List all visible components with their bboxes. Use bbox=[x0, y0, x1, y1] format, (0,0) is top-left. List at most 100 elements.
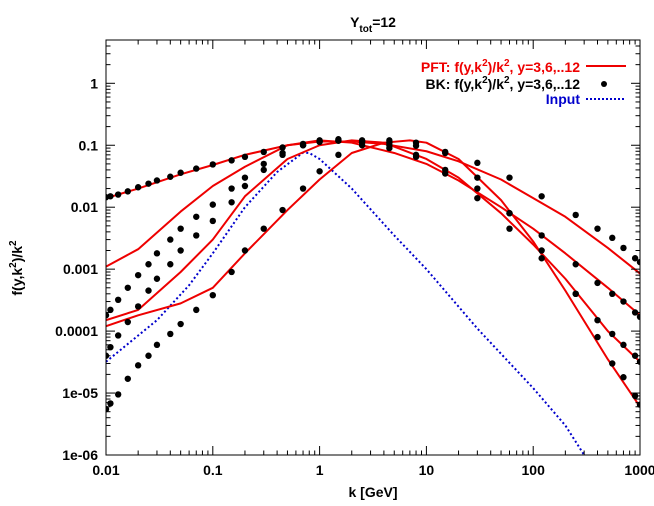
data-point bbox=[106, 312, 110, 319]
data-point bbox=[209, 291, 216, 299]
series-bk-y-12 bbox=[106, 137, 640, 266]
y-axis-title: f(y,k2)/k2 bbox=[8, 240, 25, 296]
data-point bbox=[636, 258, 640, 266]
data-point bbox=[124, 284, 132, 291]
data-point bbox=[335, 137, 342, 144]
data-point bbox=[114, 332, 122, 339]
data-point bbox=[228, 199, 235, 206]
data-point bbox=[572, 211, 579, 219]
data-point bbox=[299, 140, 307, 148]
x-axis-title: k [GeV] bbox=[348, 484, 397, 500]
data-point bbox=[193, 165, 200, 172]
data-point bbox=[153, 250, 161, 257]
data-point bbox=[107, 193, 114, 200]
data-point bbox=[134, 184, 142, 191]
axes-layer: 0.01 0.1 1 10 100 1000 1e-06 1e-05 0.0001 0.001 0.… bbox=[55, 39, 654, 478]
legend-label-bk: BK: f(y,k2)/k2, y=3,6,..12 bbox=[426, 75, 581, 92]
data-point bbox=[474, 159, 481, 167]
x-tick-label: 100 bbox=[522, 462, 546, 478]
y-tick-label: 1e-05 bbox=[62, 385, 98, 401]
data-point bbox=[209, 201, 216, 208]
data-point bbox=[279, 206, 286, 214]
data-point bbox=[316, 138, 323, 146]
data-point bbox=[209, 161, 216, 168]
x-tick-label: 0.01 bbox=[92, 462, 119, 478]
legend-label-pft: PFT: f(y,k2)/k2, y=3,6,..12 bbox=[421, 58, 580, 75]
data-point bbox=[107, 343, 114, 351]
data-point bbox=[124, 188, 132, 195]
data-point bbox=[260, 160, 267, 168]
x-tick-label: 1 bbox=[316, 462, 324, 478]
chart-title-rest: =12 bbox=[372, 14, 396, 30]
y-axis-title-sup-2: 2 bbox=[8, 240, 19, 246]
data-point bbox=[177, 320, 184, 328]
data-point bbox=[124, 375, 132, 382]
data-point bbox=[335, 151, 342, 159]
data-point bbox=[412, 142, 420, 149]
data-point bbox=[442, 166, 449, 174]
data-point bbox=[594, 333, 601, 341]
data-point bbox=[442, 148, 449, 156]
data-point bbox=[620, 374, 627, 381]
data-point bbox=[572, 290, 579, 298]
series-line-pft-y-6 bbox=[106, 139, 640, 363]
data-point bbox=[145, 352, 152, 359]
data-point bbox=[107, 306, 114, 314]
data-point bbox=[106, 405, 110, 413]
data-point bbox=[609, 234, 616, 242]
y-tick-label: 1e-06 bbox=[62, 447, 98, 463]
data-point bbox=[153, 275, 161, 282]
data-point bbox=[153, 341, 161, 349]
data-point bbox=[358, 137, 366, 145]
data-point bbox=[241, 153, 249, 161]
data-point bbox=[167, 173, 174, 180]
y-axis-title-part-1: f(y,k bbox=[9, 268, 25, 296]
legend-label-input: Input bbox=[546, 91, 581, 107]
data-point bbox=[260, 148, 267, 156]
data-point bbox=[241, 174, 249, 181]
data-point bbox=[631, 255, 639, 262]
data-point bbox=[299, 185, 307, 192]
y-tick-label: 0.0001 bbox=[55, 323, 98, 339]
data-point bbox=[228, 185, 235, 192]
x-tick-label: 10 bbox=[419, 462, 435, 478]
data-point bbox=[228, 157, 235, 164]
data-point bbox=[177, 225, 184, 232]
data-point bbox=[594, 279, 601, 287]
data-point bbox=[193, 232, 200, 239]
data-point bbox=[167, 261, 174, 268]
data-point bbox=[193, 213, 200, 220]
series-line-pft-y-9 bbox=[106, 139, 640, 317]
plot-layer bbox=[106, 136, 640, 455]
data-point bbox=[386, 144, 393, 152]
data-point bbox=[474, 185, 481, 192]
data-point bbox=[145, 287, 152, 294]
data-point bbox=[124, 318, 132, 326]
data-point bbox=[538, 247, 545, 254]
data-point bbox=[620, 341, 627, 349]
data-point bbox=[279, 144, 286, 151]
data-point bbox=[538, 232, 545, 239]
data-point bbox=[114, 191, 122, 198]
data-point bbox=[620, 244, 627, 252]
data-point bbox=[386, 139, 393, 146]
data-point bbox=[412, 153, 420, 161]
data-point bbox=[134, 271, 142, 279]
y-tick-label: 1 bbox=[90, 75, 98, 91]
data-point bbox=[594, 316, 601, 324]
data-point bbox=[506, 225, 513, 232]
chart-title: Ytot=12 bbox=[350, 14, 396, 35]
data-point bbox=[177, 169, 184, 176]
data-point bbox=[631, 309, 639, 316]
data-point bbox=[609, 360, 616, 367]
x-tick-label: 1000 bbox=[624, 462, 654, 478]
data-point bbox=[506, 210, 513, 217]
plot-frame bbox=[105, 39, 641, 456]
legend: PFT: f(y,k2)/k2, y=3,6,..12 BK: f(y,k2)/… bbox=[421, 58, 626, 107]
data-point bbox=[209, 217, 216, 225]
data-point bbox=[153, 177, 161, 184]
data-point bbox=[631, 352, 639, 359]
y-tick-label: 0.1 bbox=[79, 137, 99, 153]
